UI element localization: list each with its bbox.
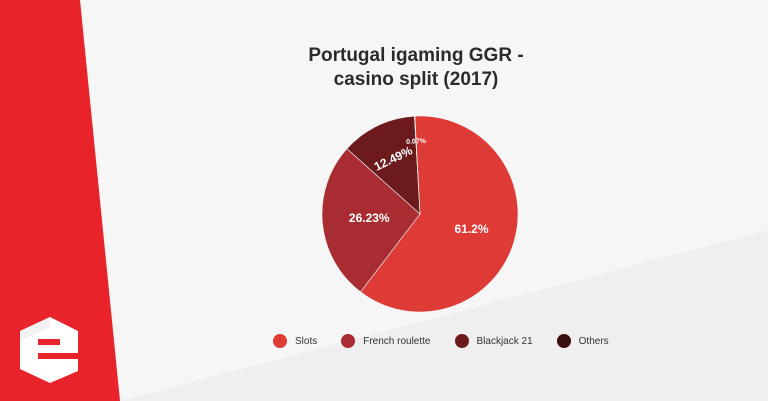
chart-legend: Slots French roulette Blackjack 21 Other… <box>273 332 609 350</box>
data-label-others: 0.07% <box>406 138 427 146</box>
pie-chart: 61.2%26.23%12.49%0.07% <box>321 115 519 313</box>
legend-label-french-roulette: French roulette <box>363 335 431 347</box>
legend-swatch-slots <box>273 334 287 348</box>
legend-swatch-french-roulette <box>341 334 356 348</box>
legend-label-slots: Slots <box>295 335 318 347</box>
brand-logo-icon <box>20 317 78 383</box>
legend-item-slots: Slots <box>273 334 317 348</box>
data-label-french-roulette: 26.23% <box>349 211 390 225</box>
legend-swatch-others <box>556 334 571 348</box>
legend-label-others: Others <box>578 335 609 347</box>
legend-item-others: Others <box>556 334 609 348</box>
legend-label-blackjack-21: Blackjack 21 <box>476 335 533 347</box>
legend-item-blackjack-21: Blackjack 21 <box>454 334 533 348</box>
pie-slice-slots <box>360 115 519 313</box>
data-label-slots: 61.2% <box>454 222 488 236</box>
pie-slice-others <box>414 115 421 215</box>
chart-title: Portugal igaming GGR - casino split (201… <box>288 44 544 92</box>
chart-title-line-2: casino split (2017) <box>333 69 499 90</box>
pie-slice-blackjack-21 <box>346 115 421 215</box>
legend-item-french-roulette: French roulette <box>341 334 431 348</box>
pie-slice-french-roulette <box>321 148 421 293</box>
legend-swatch-blackjack-21 <box>454 334 469 348</box>
red-side-band <box>0 0 120 401</box>
chart-title-line-1: Portugal igaming GGR - <box>308 45 524 66</box>
